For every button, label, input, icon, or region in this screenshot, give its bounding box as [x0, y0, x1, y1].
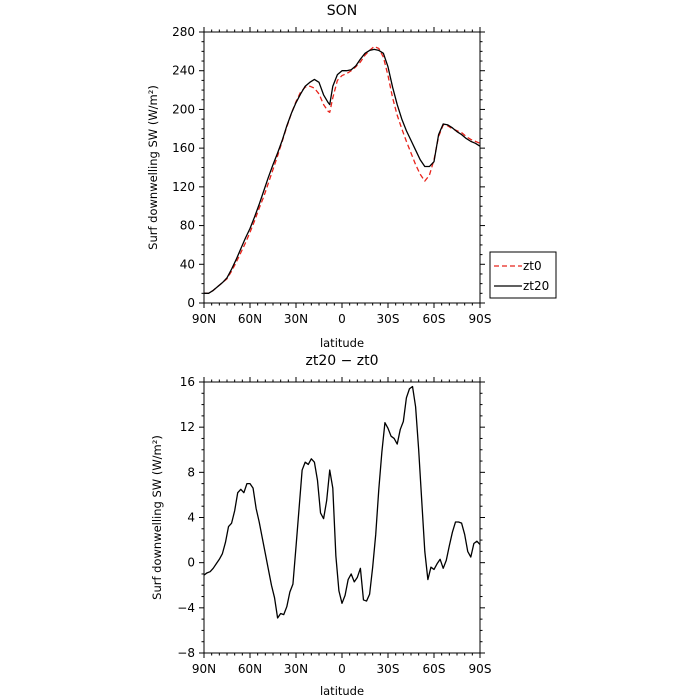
x-tick-label: 30N [284, 662, 308, 676]
y-tick-label: 120 [172, 180, 195, 194]
x-tick-label: 90N [192, 312, 216, 326]
x-tick-label: 30S [377, 662, 400, 676]
x-tick-label: 90S [469, 662, 492, 676]
y-axis-label: Surf downwelling SW (W/m²) [146, 85, 160, 250]
y-tick-label: 0 [187, 296, 195, 310]
legend-box [489, 251, 557, 299]
x-tick-label: 60N [238, 312, 262, 326]
panel-difference: zt20 − zt0 90N 60N 30N 0 30S 60S 90S −8 −4 0 4 8 12 1… [150, 353, 491, 698]
y-tick-label: 280 [172, 25, 195, 39]
y-tick-label: 12 [180, 420, 195, 434]
x-tick-label: 0 [338, 662, 346, 676]
series-line-0 [203, 385, 481, 619]
y-tick-label: −8 [177, 646, 195, 660]
x-tick-label: 0 [338, 312, 346, 326]
legend-label-zt0: zt0 [523, 259, 542, 273]
x-tick-label: 90S [469, 312, 492, 326]
plot-frame [203, 31, 481, 304]
x-tick-label: 30S [377, 312, 400, 326]
y-tick-label: 16 [180, 375, 195, 389]
chart-title: zt20 − zt0 [305, 353, 378, 369]
chart-title: SON [327, 3, 357, 19]
y-axis-label: Surf downwelling SW (W/m²) [150, 435, 164, 600]
x-tick-label: 60N [238, 662, 262, 676]
tick-labels: 90N 60N 30N 0 30S 60S 90S −8 −4 0 4 8 12 16 [177, 375, 491, 676]
y-tick-label: 80 [180, 219, 195, 233]
x-tick-label: 60S [423, 662, 446, 676]
x-tick-label: 90N [192, 662, 216, 676]
y-tick-label: 40 [180, 257, 195, 271]
plot-frame [203, 381, 481, 654]
series-line-zt0 [204, 45, 481, 294]
tick-marks [199, 377, 485, 658]
y-tick-label: 200 [172, 102, 195, 116]
y-tick-label: 0 [187, 556, 195, 570]
x-tick-label: 60S [423, 312, 446, 326]
tick-marks [199, 27, 485, 308]
y-tick-label: 160 [172, 141, 195, 155]
panel-son: SON 90N 60N 30N 0 30S 60S 90S 0 40 80 120 160 200 240… [146, 3, 557, 350]
y-tick-label: 4 [187, 511, 195, 525]
x-axis-label: latitude [320, 336, 364, 350]
y-tick-label: 240 [172, 64, 195, 78]
series-group [204, 45, 481, 294]
x-axis-label: latitude [320, 684, 364, 698]
series-line-zt20 [204, 48, 481, 294]
legend: zt0 zt20 [489, 251, 557, 299]
y-tick-label: 8 [187, 465, 195, 479]
y-tick-label: −4 [177, 601, 195, 615]
series-group [203, 385, 481, 619]
tick-labels: 90N 60N 30N 0 30S 60S 90S 0 40 80 120 160 200 240 280 [172, 25, 491, 326]
x-tick-label: 30N [284, 312, 308, 326]
legend-label-zt20: zt20 [523, 279, 549, 293]
